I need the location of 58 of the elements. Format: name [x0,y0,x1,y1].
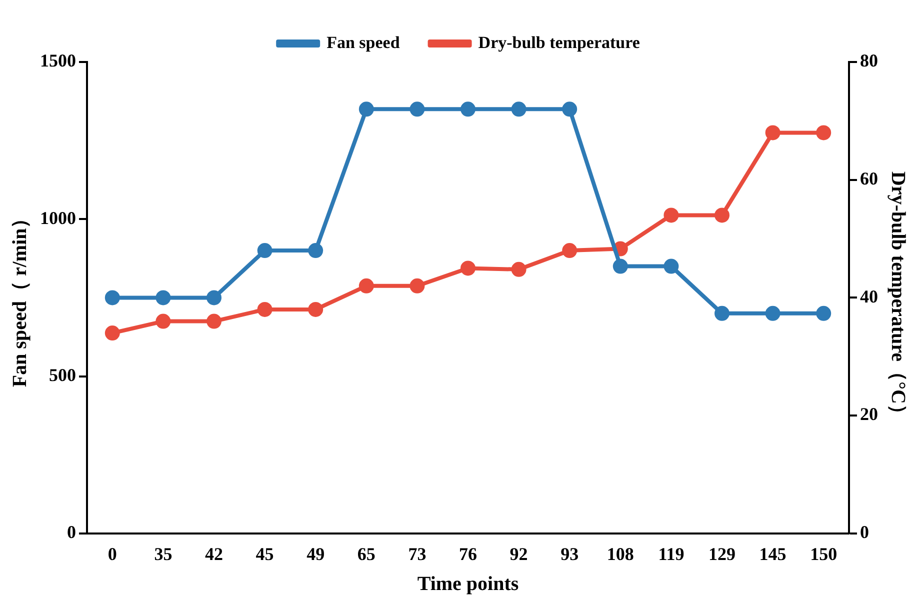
point [460,102,476,117]
point [816,125,832,140]
point [206,314,222,329]
x-tick-label: 35 [154,544,172,564]
point [765,125,780,140]
x-tick-label: 129 [708,544,736,564]
x-tick-label: 150 [810,544,838,564]
point [562,243,578,258]
point [410,102,425,117]
point [664,208,679,223]
x-tick-label: 119 [658,544,684,564]
y2-tick-label: 40 [860,286,878,306]
y-tick-label: 1000 [40,208,76,228]
point [308,302,324,317]
y2-tick-label: 0 [860,522,869,542]
point [257,243,272,258]
x-tick-label: 73 [408,544,426,564]
y-tick-label: 1500 [40,50,76,71]
legend-label: Fan speed [326,32,400,52]
point [714,208,730,223]
y2-tick-label: 60 [860,168,878,189]
x-tick-label: 49 [306,544,325,564]
x-tick-label: 45 [256,544,274,564]
y2-tick-label: 20 [860,404,878,424]
point [104,326,120,341]
y-axis-title: Fan speed（ r/min） [9,208,32,388]
y2-tick-label: 80 [860,50,878,71]
x-tick-label: 42 [205,544,223,564]
x-tick-label: 76 [459,544,477,564]
point [511,262,526,277]
x-tick-label: 145 [759,544,786,564]
x-tick-label: 93 [560,544,579,564]
point [104,290,120,306]
point [714,306,730,321]
point [460,260,476,276]
x-tick-label: 0 [108,544,117,564]
point [156,314,171,329]
point [257,302,272,317]
point [358,278,374,294]
point [765,306,780,321]
point [562,102,578,117]
y2-axis-title: Dry-bulb temperature（°C） [886,171,909,424]
y-tick-label: 500 [49,364,76,385]
point [206,290,222,306]
point [308,243,324,258]
point [612,258,628,274]
point [358,102,374,117]
point [511,102,526,117]
x-tick-label: 65 [357,544,376,564]
x-tick-label: 92 [510,544,528,564]
x-axis-title: Time points [417,573,519,596]
x-tick-label: 108 [606,544,634,564]
point [664,258,679,274]
point [816,306,832,321]
point [156,290,171,306]
legend-label: Dry-bulb temperature [478,32,640,52]
point [410,278,425,294]
y-tick-label: 0 [67,522,76,542]
